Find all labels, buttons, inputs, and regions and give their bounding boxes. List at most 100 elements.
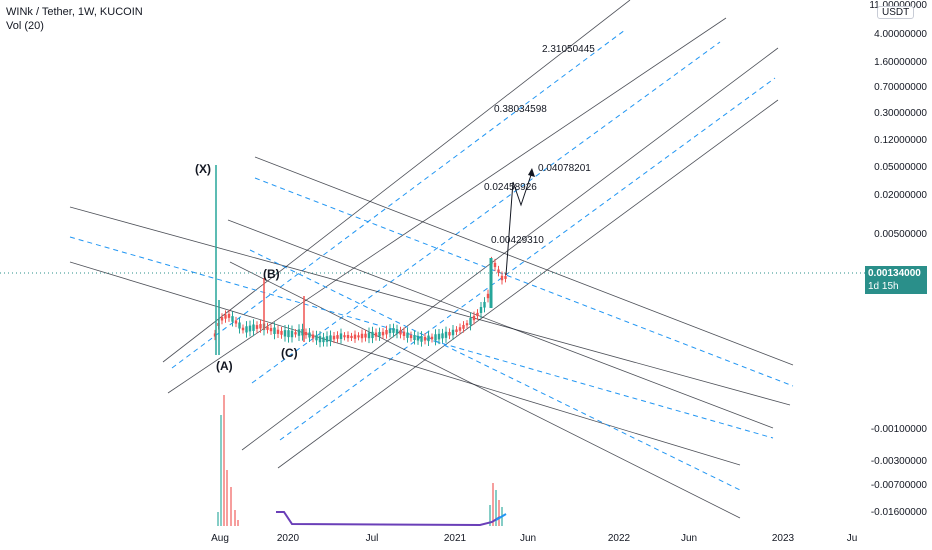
candle-body [287,330,290,338]
candle-body [479,307,483,313]
candle-body [385,329,388,335]
time-tick-label: 2020 [277,533,300,544]
volume-indicator-label[interactable]: Vol (20) [6,20,44,32]
candle-body [252,324,255,331]
candle-body [388,328,392,334]
candle-body [423,336,427,341]
projection-path [505,171,533,276]
breakout-candle [489,258,493,308]
price-tick-label: 4.00000000 [874,29,927,40]
candle-body [224,314,227,319]
candle-body [353,334,357,339]
candle-body [346,335,350,339]
down-dashed-line-1 [69,236,774,439]
wave-label: (X) [195,162,211,176]
candle-body [367,332,371,339]
price-tick-label: -0.00700000 [871,480,928,491]
candle-body [325,336,329,342]
up-dashed-line-0 [171,29,626,369]
candle-body [248,325,252,332]
bar-countdown-tag: 1d 15h [865,279,927,294]
candle-body [343,335,346,338]
down-fork-line-0 [254,156,794,366]
target-label: 2.31050445 [542,44,595,55]
candle-body [434,334,437,341]
candle-body [451,329,455,336]
candle-body [276,329,280,334]
volume-ma-end [495,513,507,521]
wave-label: (A) [216,359,233,373]
candle-body [245,326,248,333]
candle-body [266,326,269,330]
candle-body [273,327,276,334]
time-tick-label: Aug [211,533,229,544]
candle-body [406,332,409,338]
candle-body [318,336,322,343]
candle-body [311,334,315,339]
candle-body [392,328,395,333]
candle-body [336,335,339,339]
symbol-title[interactable]: WINk / Tether, 1W, KUCOIN [6,6,143,18]
time-tick-label: 2023 [772,533,795,544]
down-dashed-line-0 [254,177,794,387]
target-label: 0.02458926 [484,182,537,193]
price-tick-label: 0.12000000 [874,135,927,146]
candle-body [462,324,465,329]
candle-body [283,330,287,337]
candle-body [427,335,430,342]
candle-body [409,335,413,339]
candle-body [241,327,245,331]
candle-body [458,327,462,331]
candle-body [315,335,318,341]
candle-body [493,262,497,268]
candle-body [360,333,364,339]
time-axis[interactable]: Aug 2020 Jul 2021 Jun 2022 Jun 2023 Ju [211,533,857,544]
candle-body [332,335,336,340]
candle-body [486,293,490,299]
candle-body [504,276,507,279]
down-fork-line-3 [69,261,741,466]
currency-button[interactable]: USDT [877,6,915,19]
candle-body [472,315,476,321]
candle-body [444,331,448,338]
candle-body [339,333,343,339]
candle-body [234,320,238,324]
time-tick-label: Jun [520,533,536,544]
candle-body [455,329,458,333]
price-tick-label: 0.30000000 [874,108,927,119]
candle-body [465,323,469,326]
candle-body [322,337,325,343]
candle-body [381,331,385,336]
target-label: 0.04078201 [538,163,591,174]
projection-arrowhead [528,168,535,177]
time-tick-label: 2022 [608,533,631,544]
candle-body [402,331,406,336]
candle-body [280,330,283,335]
candle-body [364,333,367,338]
candle-body [304,332,308,336]
candle-body [378,331,381,337]
time-tick-label: 2021 [444,533,467,544]
up-dashed-line-1 [251,41,721,384]
price-tick-label: 0.00500000 [874,229,927,240]
candle-body [441,333,444,339]
candle-body [350,335,353,338]
candle-body [255,325,259,329]
candle-body [231,316,234,322]
down-fork-line-2 [227,219,774,429]
candle-body [416,335,420,341]
wave-label: (B) [263,267,280,281]
candle-body [259,324,262,329]
price-tick-label: 1.60000000 [874,57,927,68]
candle-body [437,333,441,340]
time-tick-label: Ju [847,533,858,544]
candle-body [329,335,332,342]
candle-body [430,336,434,340]
volume-pane [217,395,507,527]
candle-body [227,313,231,318]
candle-body [420,336,423,342]
price-tick-label: 0.05000000 [874,162,927,173]
candle-body [469,318,472,325]
price-axis[interactable]: 11.00000000 4.00000000 1.60000000 0.7000000… [869,0,927,518]
